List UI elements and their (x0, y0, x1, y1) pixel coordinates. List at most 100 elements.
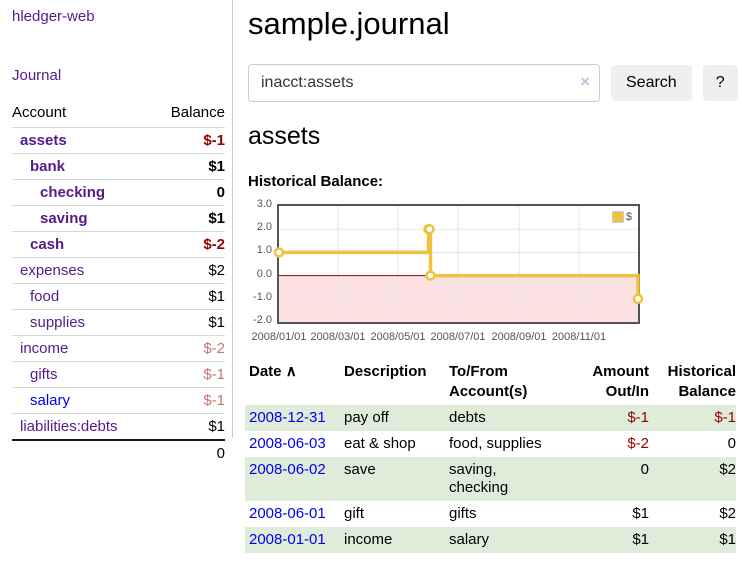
column-header-date[interactable]: Date ∧ (249, 363, 297, 380)
y-tick-label: 1.0 (256, 244, 272, 257)
account-link[interactable]: food (30, 288, 60, 305)
y-tick-label: 2.0 (256, 221, 272, 234)
account-balance: $-1 (152, 387, 225, 414)
clear-search-icon[interactable]: × (580, 72, 590, 91)
account-row: liabilities:debts $1 (12, 413, 225, 440)
chart-legend: $ (610, 210, 633, 224)
account-link[interactable]: checking (40, 184, 106, 201)
page-title: sample.journal (248, 6, 450, 41)
x-tick-label: 2008/03/01 (310, 331, 366, 343)
column-header-description: Description (344, 363, 427, 380)
account-balance: $1 (152, 283, 225, 310)
transaction-description: save (340, 457, 445, 501)
sidebar-item-journal[interactable]: Journal (12, 67, 62, 84)
account-link[interactable]: bank (30, 158, 66, 175)
account-link[interactable]: saving (40, 210, 88, 227)
search-button[interactable]: Search (611, 65, 692, 101)
account-link[interactable]: assets (20, 132, 67, 149)
transaction-accounts: salary (449, 531, 490, 548)
transaction-balance: $2 (719, 505, 736, 522)
account-link[interactable]: expenses (20, 262, 85, 279)
account-link[interactable]: supplies (30, 314, 86, 331)
sidebar: hledger-web Journal Account Balance asse… (0, 0, 233, 466)
y-tick-label: 3.0 (256, 198, 272, 210)
account-balance: $-1 (152, 361, 225, 388)
legend-swatch-icon (611, 211, 624, 223)
app-brand-link[interactable]: hledger-web (12, 8, 95, 25)
account-link[interactable]: gifts (30, 366, 58, 383)
transaction-amount: 0 (585, 457, 657, 501)
sort-ascending-icon: ∧ (285, 363, 297, 380)
y-tick-label: -1.0 (253, 290, 272, 303)
account-link[interactable]: salary (30, 392, 71, 409)
transaction-description: gift (344, 505, 365, 522)
account-row: saving $1 (12, 205, 225, 232)
chart-plot-area: $ (273, 204, 644, 324)
account-row: income $-2 (12, 335, 225, 362)
account-row: salary $-1 (12, 387, 225, 414)
transaction-date-link[interactable]: 2008-01-01 (249, 531, 326, 548)
transaction-description: pay off (340, 405, 445, 431)
transaction-row: 2008-12-31 pay off debts $-1 $-1 (245, 405, 736, 431)
transaction-date-link[interactable]: 2008-06-01 (249, 505, 326, 522)
transaction-accounts: gifts (449, 505, 477, 522)
search-form: × Search ? (248, 64, 742, 102)
transaction-description: eat & shop (344, 435, 416, 452)
account-row: expenses $2 (12, 257, 225, 284)
account-row: food $1 (12, 283, 225, 310)
column-header-accounts: To/From Account(s) (449, 363, 528, 400)
transaction-row: 2008-06-03 eat & shop food, supplies $-2… (245, 431, 736, 457)
y-tick-label: 0.0 (256, 267, 272, 280)
x-tick-label: 2008/07/01 (430, 331, 486, 343)
transaction-accounts: saving, checking (449, 461, 509, 496)
chart-canvas (273, 206, 644, 322)
accounts-column-header-balance: Balance (170, 104, 225, 121)
legend-label: $ (625, 211, 632, 223)
chart-title: Historical Balance: (248, 173, 384, 190)
transaction-date-link[interactable]: 2008-06-03 (249, 435, 326, 452)
y-tick-label: -2.0 (253, 314, 272, 326)
transaction-row: 2008-06-02 save saving, checking 0 $2 (245, 457, 736, 501)
search-input[interactable] (248, 64, 600, 102)
transaction-row: 2008-01-01 income salary $1 $1 (245, 527, 736, 553)
x-tick-label: 2008/01/01 (251, 331, 307, 343)
account-balance: $1 (152, 309, 225, 336)
accounts-column-header-account: Account (12, 104, 67, 121)
transactions-table-body: 2008-12-31 pay off debts $-1 $-1 2008-06… (245, 405, 736, 553)
transaction-accounts: debts (449, 409, 486, 426)
transaction-amount: $1 (632, 505, 649, 522)
accounts-total-row: 0 (12, 439, 225, 466)
accounts-total-balance: 0 (152, 439, 225, 466)
transaction-balance: $2 (657, 457, 736, 501)
account-row: cash $-2 (12, 231, 225, 258)
account-balance: 0 (152, 179, 225, 206)
account-link[interactable]: liabilities:debts (20, 418, 118, 435)
account-row: assets $-1 (12, 127, 225, 154)
transaction-row: 2008-06-01 gift gifts $1 $2 (245, 501, 736, 527)
accounts-table: Account Balance assets $-1 bank $1 check… (12, 100, 225, 466)
register-account-heading: assets (248, 122, 321, 150)
account-row: checking 0 (12, 179, 225, 206)
help-button[interactable]: ? (702, 65, 738, 101)
account-link[interactable]: cash (30, 236, 65, 253)
transactions-header-row: Date ∧ Description To/From Account(s) Am… (245, 359, 736, 405)
column-header-amount: Amount Out/In (592, 363, 649, 400)
accounts-table-body: assets $-1 bank $1 checking 0 saving $1 … (12, 127, 225, 440)
historical-balance-chart: $ 3.0 2.0 1.0 0.0 -1.0 -2.0 2008/01/01 2008/03… (248, 197, 742, 345)
account-row: bank $1 (12, 153, 225, 180)
transaction-date-link[interactable]: 2008-06-02 (249, 461, 326, 478)
transaction-balance: $-1 (657, 405, 736, 431)
transaction-description: income (340, 527, 445, 553)
column-header-balance: Historical Balance (667, 363, 736, 400)
transaction-balance: 0 (727, 435, 736, 452)
account-balance: $1 (152, 153, 225, 180)
main-content: sample.journal × Search ? assets Histori… (245, 0, 742, 553)
x-tick-label: 2008/09/01 (491, 331, 547, 343)
spacer-cell (12, 439, 153, 466)
account-link[interactable]: income (20, 340, 69, 357)
account-balance: $1 (152, 413, 225, 440)
x-tick-label: 2008/05/01 (370, 331, 426, 343)
transaction-date-link[interactable]: 2008-12-31 (249, 409, 326, 426)
transaction-amount: $-1 (585, 405, 657, 431)
transaction-amount: $-2 (627, 435, 649, 452)
